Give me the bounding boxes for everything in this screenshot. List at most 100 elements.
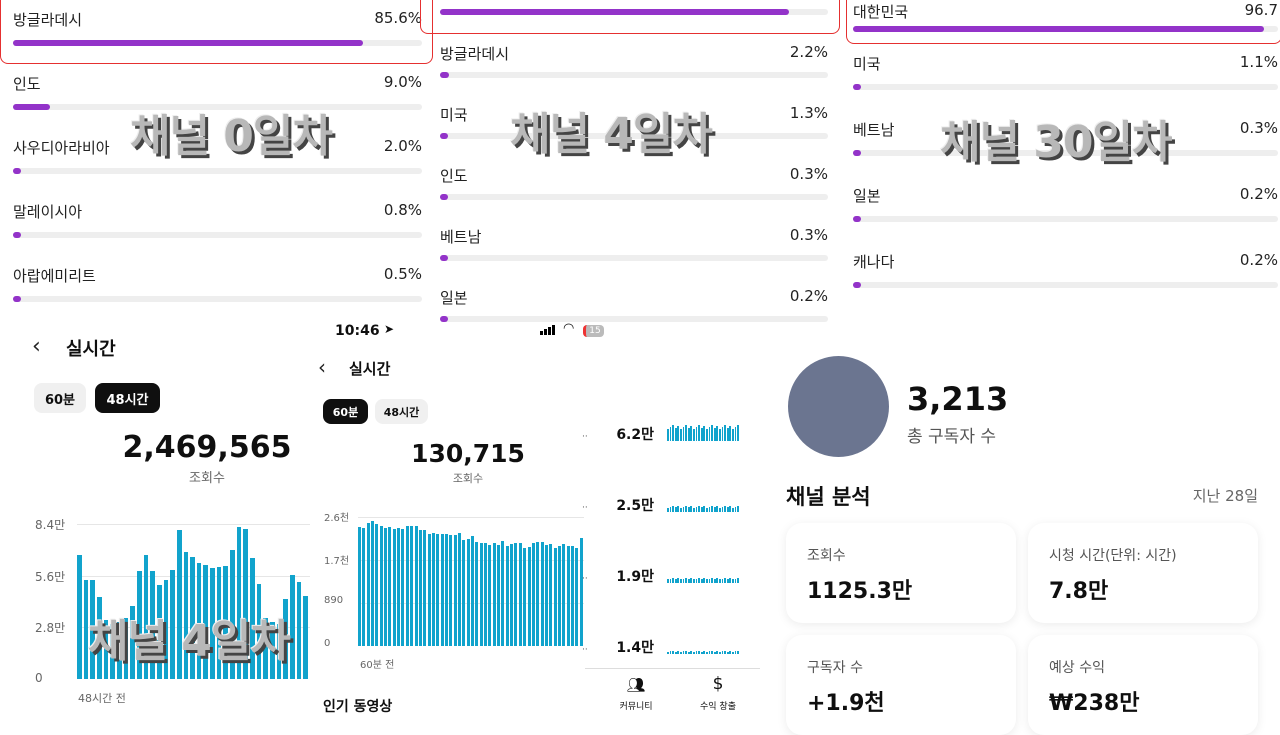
total-views-label: 조회수 [189,471,225,486]
mini-bar [713,428,716,441]
mini-bar [669,506,672,512]
tab-60min[interactable]: 60분 [34,383,86,413]
card-subscribers[interactable]: 구독자 수 +1.9천 [786,635,1016,735]
highlight-box [846,0,1280,44]
country-pct: 0.3% [1239,119,1278,137]
chart-bar [484,543,488,646]
chart-bar [575,547,579,646]
chart-bar [176,530,182,679]
view-count: 1.4만 [616,640,654,656]
card-views[interactable]: 조회수 1125.3만 [786,523,1016,623]
chart-bar [303,595,308,679]
mini-bar [685,578,687,583]
mini-bar [729,506,732,512]
mini-bar [737,425,739,441]
chart-bar [296,581,302,679]
chart-bar [414,525,418,646]
nav-divider [585,668,760,669]
chart-bar [440,534,444,646]
dot-marker: ·· [582,574,588,584]
country-bar [853,282,1278,288]
gridline [77,524,310,525]
mini-bar [700,651,703,654]
back-icon[interactable]: ‹ [32,334,41,359]
mini-bar [724,506,726,512]
country-label: 일본 [853,187,881,205]
nav-monetization[interactable]: $ 수익 창출 [680,674,756,712]
mini-bar [680,507,682,512]
chart-bar [497,544,501,646]
chart-bar [423,529,427,646]
mini-bar [724,425,726,441]
nav-community[interactable]: 👥︎ 커뮤니티 [598,676,674,712]
mini-bar [706,429,708,441]
tab-60min[interactable]: 60분 [323,399,368,424]
country-bar-fill [853,216,861,222]
location-icon: ➤ [384,322,395,336]
mini-bar [669,427,672,441]
mini-bar [687,578,690,583]
mini-bar [724,651,726,654]
tab-48h[interactable]: 48시간 [95,383,160,413]
chart-bar [471,535,475,646]
chart-bar [362,527,366,646]
wifi-icon: ◠ [563,321,575,336]
mini-bar [726,651,729,654]
mini-bar [732,651,734,654]
chart-bar [453,535,457,646]
chart-bar [190,557,195,679]
mini-bar [719,651,721,654]
gridline [358,517,584,518]
mini-bar [713,651,716,654]
card-revenue[interactable]: 예상 수익 ₩238만 [1028,635,1258,735]
chart-bar [263,618,269,679]
card-label: 구독자 수 [807,660,863,676]
subscriber-label: 총 구독자 수 [907,427,997,447]
country-bar-fill [440,255,448,261]
chart-bar [510,544,514,646]
mini-bar [672,578,674,583]
country-bar [853,84,1278,90]
card-value: 7.8만 [1049,579,1109,604]
country-bar [440,133,828,139]
mini-bar [693,429,695,441]
back-icon[interactable]: ‹ [318,355,326,379]
tab-48h[interactable]: 48시간 [375,399,428,424]
country-bar [13,104,422,110]
analytics-title: 채널 분석 [786,485,871,509]
chart-bar [562,543,566,646]
period-label[interactable]: 지난 28일 [1192,487,1258,505]
country-bar [853,216,1278,222]
card-watch-time[interactable]: 시청 시간(단위: 시간) 7.8만 [1028,523,1258,623]
country-bar-fill [13,168,22,174]
country-label: 베트남 [853,121,895,139]
mini-bar [690,426,693,441]
mini-bar [721,427,724,441]
mini-bar [708,651,711,654]
mini-bar [677,578,680,583]
mini-bar [719,579,721,583]
mini-bar [695,651,698,654]
mini-bar [667,429,669,441]
country-pct: 1.1% [1239,53,1278,71]
country-pct: 0.3% [789,165,828,183]
watermark-day4: 채널 4일차 [510,109,713,160]
mini-bar [724,578,726,583]
mini-bar [713,507,716,512]
card-value: +1.9천 [807,691,885,716]
country-bar [13,232,422,238]
chart-bar [371,520,375,646]
avatar[interactable] [788,356,889,457]
chart-bar [579,538,583,646]
mini-bar [719,507,721,512]
y-tick-label: 5.6만 [35,569,66,584]
chart-bar [405,525,409,646]
chart-bar [501,540,505,646]
country-bar [440,255,828,261]
community-icon: 👥︎ [626,676,646,694]
chart-bar [549,544,553,646]
country-bar-fill [13,40,364,46]
country-label: 말레이시아 [13,203,83,221]
mini-bar [716,578,719,583]
chart-bar [375,524,379,646]
